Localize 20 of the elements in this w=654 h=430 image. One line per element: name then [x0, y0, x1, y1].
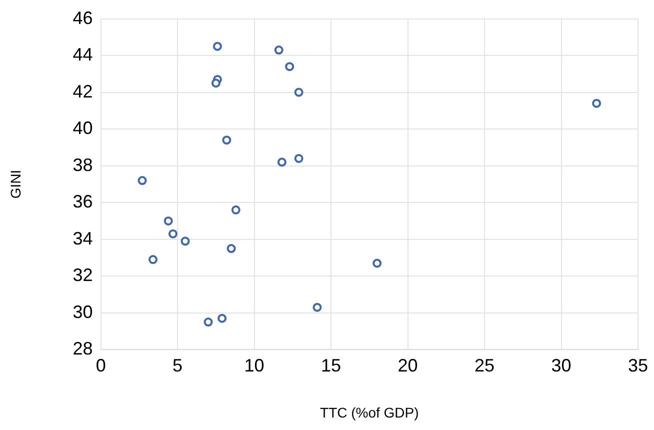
- y-tick-label: 36: [72, 192, 93, 212]
- x-tick-label: 0: [96, 355, 106, 376]
- y-tick-label: 40: [72, 118, 93, 138]
- x-tick-label: 10: [244, 355, 264, 376]
- y-axis-title: GINI: [7, 170, 24, 199]
- x-tick-label: 20: [398, 355, 418, 376]
- x-tick-label: 15: [321, 355, 342, 376]
- y-tick-label: 42: [72, 81, 93, 102]
- y-tick-label: 34: [72, 228, 93, 248]
- x-axis-title: TTC (%of GDP): [320, 404, 419, 420]
- y-tick-label: 28: [72, 338, 93, 359]
- x-tick-label: 5: [172, 355, 183, 376]
- y-tick-label: 46: [72, 8, 93, 28]
- y-tick-label: 32: [72, 265, 93, 286]
- y-tick-label: 30: [72, 302, 93, 322]
- x-tick-label: 25: [474, 355, 495, 376]
- y-tick-label: 38: [72, 154, 93, 175]
- y-tick-label: 44: [72, 44, 93, 65]
- x-tick-label: 30: [551, 355, 572, 376]
- x-tick-label: 35: [628, 355, 648, 376]
